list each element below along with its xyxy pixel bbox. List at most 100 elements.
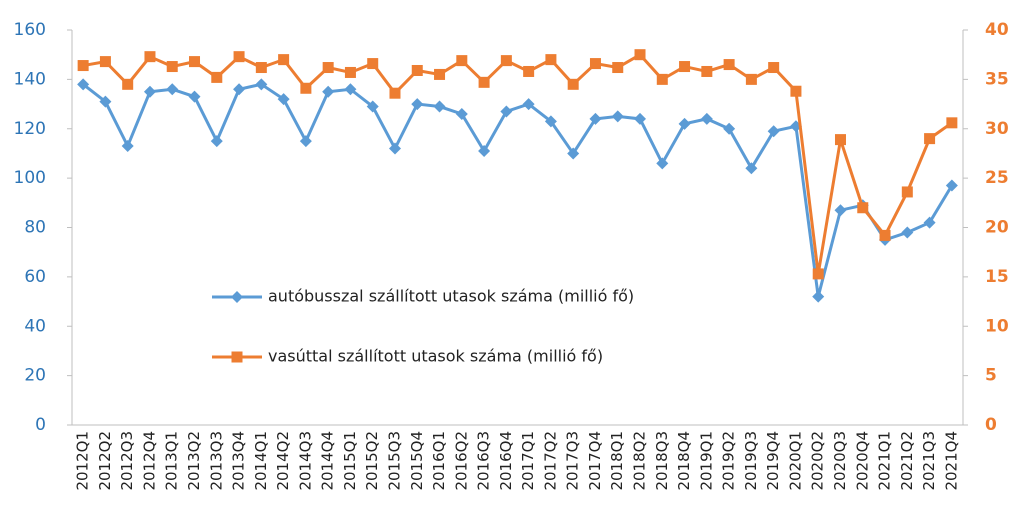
x-tick-label: 2019Q1 bbox=[697, 431, 715, 491]
x-tick-label: 2019Q3 bbox=[742, 431, 760, 491]
series-line bbox=[82, 52, 953, 275]
x-tick-label: 2020Q3 bbox=[831, 431, 849, 491]
marker bbox=[144, 51, 156, 63]
marker bbox=[411, 64, 423, 76]
marker bbox=[701, 65, 713, 77]
marker bbox=[166, 61, 178, 73]
marker bbox=[767, 125, 780, 138]
x-tick-label: 2016Q1 bbox=[430, 431, 448, 491]
marker bbox=[210, 135, 223, 148]
marker bbox=[478, 76, 490, 88]
marker bbox=[790, 85, 802, 97]
x-tick-label: 2020Q1 bbox=[786, 431, 804, 491]
marker bbox=[523, 65, 535, 77]
marker bbox=[434, 68, 446, 80]
y2-tick-label: 25 bbox=[985, 168, 1009, 188]
y-tick-label: 0 bbox=[35, 415, 46, 435]
y-tick-label: 80 bbox=[24, 218, 46, 238]
marker bbox=[255, 78, 268, 91]
x-tick-label: 2016Q3 bbox=[475, 431, 493, 491]
marker bbox=[678, 117, 691, 130]
marker bbox=[589, 58, 601, 70]
x-tick-label: 2014Q3 bbox=[296, 431, 314, 491]
y2-tick-label: 20 bbox=[985, 218, 1009, 238]
marker bbox=[589, 112, 602, 125]
marker bbox=[745, 162, 758, 175]
x-tick-label: 2018Q1 bbox=[608, 431, 626, 491]
marker bbox=[231, 351, 243, 363]
x-tick-label: 2013Q4 bbox=[230, 431, 248, 491]
y-tick-label: 140 bbox=[14, 69, 46, 89]
marker bbox=[834, 204, 847, 217]
marker bbox=[99, 56, 111, 68]
marker bbox=[233, 83, 246, 96]
x-tick-label: 2013Q1 bbox=[163, 431, 181, 491]
x-tick-label: 2016Q2 bbox=[452, 431, 470, 491]
marker bbox=[300, 82, 312, 94]
marker bbox=[388, 142, 401, 155]
marker bbox=[367, 58, 379, 70]
x-tick-label: 2014Q1 bbox=[252, 431, 270, 491]
x-tick-label: 2019Q2 bbox=[720, 431, 738, 491]
marker bbox=[99, 95, 112, 108]
marker bbox=[143, 85, 156, 98]
x-tick-label: 2018Q4 bbox=[675, 431, 693, 491]
y2-tick-label: 35 bbox=[985, 69, 1009, 89]
y2-tick-label: 0 bbox=[985, 415, 997, 435]
x-tick-label: 2015Q3 bbox=[385, 431, 403, 491]
y-tick-label: 160 bbox=[14, 20, 46, 40]
x-tick-label: 2015Q2 bbox=[363, 431, 381, 491]
marker bbox=[322, 62, 334, 74]
x-tick-label: 2019Q4 bbox=[764, 431, 782, 491]
x-tick-label: 2013Q3 bbox=[207, 431, 225, 491]
y-tick-label: 60 bbox=[24, 267, 46, 287]
marker bbox=[812, 268, 824, 280]
x-tick-label: 2015Q1 bbox=[341, 431, 359, 491]
marker bbox=[121, 140, 134, 153]
marker bbox=[500, 55, 512, 67]
y2-tick-label: 40 bbox=[985, 20, 1009, 40]
marker bbox=[611, 110, 624, 123]
x-tick-label: 2021Q1 bbox=[876, 431, 894, 491]
marker bbox=[768, 62, 780, 74]
marker bbox=[700, 112, 713, 125]
marker bbox=[433, 100, 446, 113]
x-tick-label: 2012Q3 bbox=[118, 431, 136, 491]
marker bbox=[679, 61, 691, 73]
marker bbox=[277, 93, 290, 106]
x-tick-label: 2021Q3 bbox=[920, 431, 938, 491]
y2-tick-label: 5 bbox=[985, 366, 997, 386]
marker bbox=[567, 78, 579, 90]
marker bbox=[901, 226, 914, 239]
marker bbox=[857, 202, 869, 214]
marker bbox=[834, 134, 846, 146]
marker bbox=[522, 98, 535, 111]
marker bbox=[278, 54, 290, 66]
marker bbox=[478, 144, 491, 157]
marker bbox=[344, 83, 357, 96]
marker bbox=[745, 73, 757, 85]
marker bbox=[233, 51, 245, 63]
marker bbox=[411, 98, 424, 111]
x-tick-label: 2021Q4 bbox=[942, 431, 960, 491]
marker bbox=[946, 117, 958, 129]
x-tick-label: 2012Q4 bbox=[140, 431, 158, 491]
marker bbox=[656, 157, 669, 170]
marker bbox=[299, 135, 312, 148]
x-tick-label: 2017Q2 bbox=[541, 431, 559, 491]
marker bbox=[188, 90, 201, 103]
marker bbox=[924, 133, 936, 145]
marker bbox=[500, 105, 513, 118]
marker bbox=[255, 62, 267, 74]
marker bbox=[77, 78, 90, 91]
marker bbox=[231, 291, 243, 303]
x-tick-label: 2018Q3 bbox=[653, 431, 671, 491]
y-tick-label: 120 bbox=[14, 119, 46, 139]
marker bbox=[634, 112, 647, 125]
x-tick-label: 2013Q2 bbox=[185, 431, 203, 491]
legend-label: vasúttal szállított utasok száma (millió… bbox=[268, 347, 603, 366]
x-tick-label: 2012Q1 bbox=[74, 431, 92, 491]
marker bbox=[544, 115, 557, 128]
y2-tick-label: 30 bbox=[985, 119, 1009, 139]
marker bbox=[567, 147, 580, 160]
